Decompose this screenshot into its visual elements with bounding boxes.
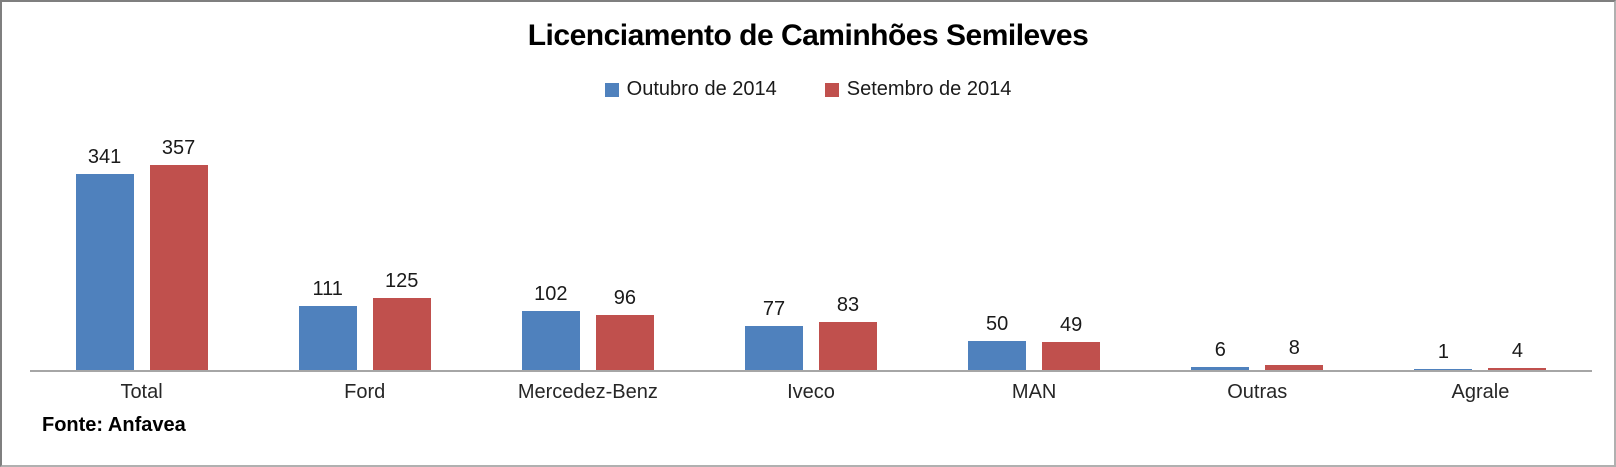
category-label: Ford	[344, 381, 386, 403]
chart-title: Licenciamento de Caminhões Semileves	[527, 19, 1089, 52]
bar	[75, 174, 134, 370]
legend-label-setembro: Setembro de 2014	[846, 78, 1012, 100]
category-label: Total	[120, 381, 163, 403]
value-label: 6	[1214, 338, 1226, 361]
value-label: 111	[312, 278, 343, 301]
bar-wrap: 341	[75, 146, 134, 370]
value-label: 96	[613, 286, 636, 309]
bar-wrap: 77	[744, 297, 803, 370]
bar-group: 111 125	[253, 130, 476, 370]
category-label: Outras	[1227, 381, 1288, 403]
bar	[595, 314, 654, 370]
bar-group: 102 96	[476, 130, 699, 370]
category-label: MAN	[1011, 381, 1057, 403]
legend-label-outubro: Outubro de 2014	[626, 78, 777, 100]
bar-wrap: 357	[149, 137, 208, 370]
legend-swatch-blue-icon	[604, 82, 619, 97]
legend-item-outubro: Outubro de 2014	[604, 78, 777, 101]
value-label: 357	[161, 137, 196, 159]
bar	[818, 322, 877, 370]
bar-wrap: 96	[595, 286, 654, 370]
value-label: 8	[1288, 337, 1300, 360]
bar-wrap: 125	[372, 270, 431, 370]
bar	[149, 165, 208, 370]
bar	[1265, 365, 1324, 370]
plot-area: 341 357 111 125 102 96 77 83 50 49 6 8 1 4	[30, 130, 1592, 372]
bar	[1042, 341, 1101, 370]
value-label: 102	[534, 283, 568, 306]
bar-wrap: 1	[1414, 341, 1473, 370]
bar-wrap: 6	[1191, 338, 1250, 370]
bar	[1488, 367, 1547, 370]
bar-wrap: 4	[1488, 339, 1547, 370]
source-note: Fonte: Anfavea	[42, 414, 186, 436]
value-label: 125	[385, 270, 419, 293]
bar	[1191, 366, 1250, 370]
bar	[298, 306, 357, 370]
category-label: Agrale	[1451, 381, 1510, 403]
value-label: 4	[1511, 339, 1523, 362]
category-axis: Total Ford Mercedez-Benz Iveco MAN Outras Agra…	[30, 372, 1592, 404]
legend-swatch-red-icon	[824, 82, 839, 97]
category-label: Iveco	[787, 381, 835, 403]
bar	[744, 325, 803, 370]
legend-item-setembro: Setembro de 2014	[824, 78, 1012, 101]
bar-wrap: 8	[1265, 337, 1324, 370]
value-label: 49	[1060, 313, 1083, 336]
bar-wrap: 50	[968, 313, 1027, 370]
value-label: 341	[87, 146, 122, 169]
value-label: 77	[762, 297, 786, 320]
bar-wrap: 111	[298, 278, 357, 370]
value-label: 50	[986, 313, 1009, 336]
bar-group: 77 83	[699, 130, 922, 370]
plot: 341 357 111 125 102 96 77 83 50 49 6 8 1 4 Total Ford M…	[30, 130, 1592, 404]
bar-wrap: 83	[818, 294, 877, 370]
bar-group: 50 49	[923, 130, 1146, 370]
legend: Outubro de 2014 Setembro de 2014	[2, 78, 1614, 101]
value-label: 83	[836, 294, 860, 317]
category-label: Mercedez-Benz	[517, 381, 658, 403]
bar	[372, 298, 431, 370]
bar-group: 341 357	[30, 130, 253, 370]
bar	[521, 311, 580, 370]
bar	[1414, 369, 1473, 370]
bar-wrap: 49	[1042, 313, 1101, 370]
bar	[968, 341, 1027, 370]
bar-wrap: 102	[521, 283, 580, 370]
value-label: 1	[1437, 341, 1449, 363]
